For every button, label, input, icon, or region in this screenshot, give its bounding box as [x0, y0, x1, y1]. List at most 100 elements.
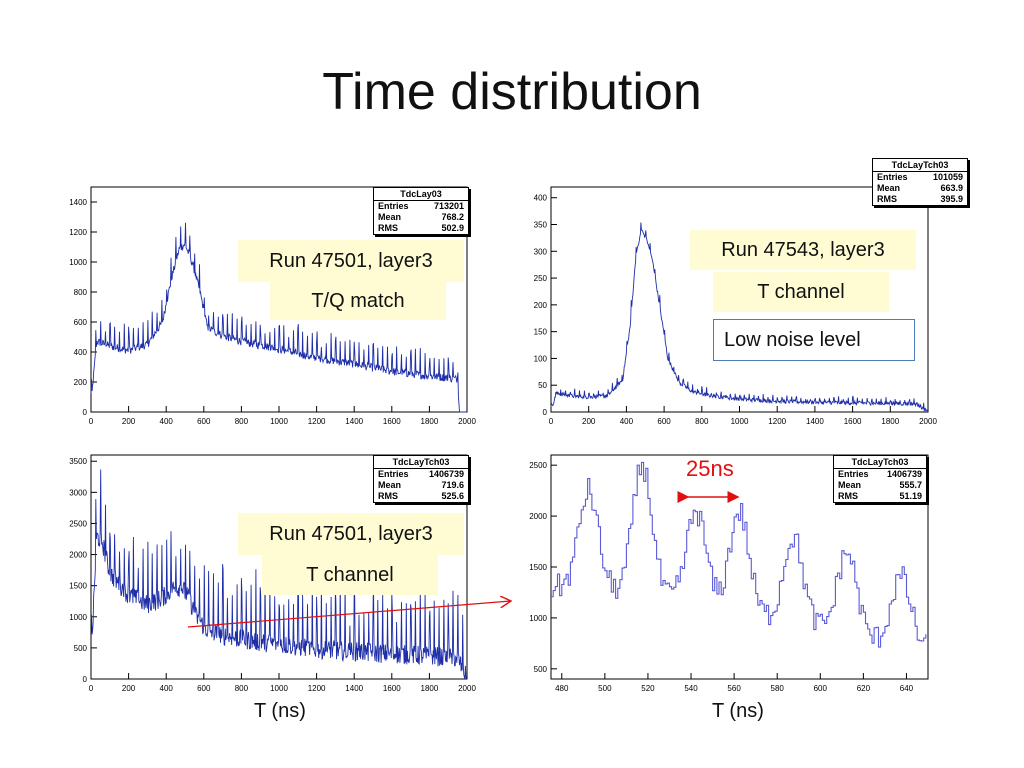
- stats-rms-label: RMS: [877, 194, 897, 204]
- y-tick-label: 400: [534, 194, 548, 203]
- note-t-channel-top: T channel: [713, 272, 889, 312]
- stats-rms-value: 51.19: [899, 491, 922, 501]
- x-tick-label: 200: [122, 684, 136, 693]
- x-tick-label: 400: [160, 684, 174, 693]
- stats-title: TdcLayTch03: [873, 159, 967, 172]
- y-tick-label: 300: [534, 247, 548, 256]
- y-tick-label: 350: [534, 221, 548, 230]
- x-tick-label: 1000: [731, 417, 749, 426]
- note-low-noise: Low noise level: [713, 319, 915, 361]
- stats-entries-label: Entries: [877, 172, 908, 182]
- stats-rms-label: RMS: [838, 491, 858, 501]
- zoom-arrow: [187, 601, 511, 628]
- x-tick-label: 0: [89, 684, 94, 693]
- y-tick-label: 1000: [529, 614, 547, 623]
- stats-entries-row: Entries 713201: [374, 201, 468, 212]
- data-series-trace: [550, 222, 928, 412]
- x-tick-label: 520: [641, 684, 655, 693]
- x-tick-label: 0: [89, 417, 94, 426]
- note-t-channel-bottom: T channel: [262, 555, 438, 595]
- data-series-step-trace: [551, 461, 927, 648]
- y-tick-label: 200: [74, 378, 88, 387]
- x-tick-label: 2000: [458, 417, 476, 426]
- y-tick-label: 2000: [529, 512, 547, 521]
- x-tick-label: 800: [235, 684, 249, 693]
- y-tick-label: 1500: [69, 582, 87, 591]
- x-tick-label: 200: [582, 417, 596, 426]
- x-axis-caption-right: T (ns): [712, 700, 764, 722]
- stats-mean-label: Mean: [378, 212, 402, 222]
- x-tick-label: 400: [160, 417, 174, 426]
- stats-rms-value: 502.9: [441, 223, 464, 233]
- x-tick-label: 600: [657, 417, 671, 426]
- stats-box-top-right: TdcLayTch03 Entries 101059 Mean 663.9 RMS 3…: [872, 158, 968, 206]
- y-tick-label: 2500: [69, 519, 87, 528]
- stats-rms-row: RMS 525.6: [374, 491, 468, 502]
- y-tick-label: 500: [74, 644, 88, 653]
- stats-title: TdcLayTch03: [834, 456, 926, 469]
- x-tick-label: 600: [814, 684, 828, 693]
- stats-entries-row: Entries 1406739: [374, 469, 468, 480]
- y-tick-label: 0: [83, 408, 88, 417]
- x-tick-label: 800: [235, 417, 249, 426]
- slide-title: Time distribution: [322, 63, 702, 121]
- x-tick-label: 1200: [308, 684, 326, 693]
- stats-rms-row: RMS 502.9: [374, 223, 468, 234]
- y-tick-label: 3500: [69, 457, 87, 466]
- y-tick-label: 2500: [529, 461, 547, 470]
- note-run-47543: Run 47543, layer3: [690, 230, 916, 270]
- y-tick-label: 400: [74, 348, 88, 357]
- x-tick-label: 800: [695, 417, 709, 426]
- y-tick-label: 100: [534, 354, 548, 363]
- stats-rms-value: 395.9: [940, 194, 963, 204]
- x-tick-label: 1800: [421, 417, 439, 426]
- x-tick-label: 1800: [421, 684, 439, 693]
- stats-entries-row: Entries 1406739: [834, 469, 926, 480]
- stats-rms-value: 525.6: [441, 491, 464, 501]
- x-tick-label: 2000: [919, 417, 937, 426]
- x-tick-label: 1200: [768, 417, 786, 426]
- x-tick-label: 580: [771, 684, 785, 693]
- stats-rms-row: RMS 395.9: [873, 194, 967, 205]
- stats-entries-value: 101059: [932, 172, 963, 182]
- stats-entries-value: 1406739: [428, 469, 464, 479]
- x-tick-label: 200: [122, 417, 136, 426]
- stats-box-bottom-left: TdcLayTch03 Entries 1406739 Mean 719.6 RMS…: [373, 455, 469, 503]
- x-tick-label: 400: [620, 417, 634, 426]
- stats-entries-value: 713201: [433, 201, 464, 211]
- stats-mean-value: 719.6: [441, 480, 464, 490]
- stats-entries-label: Entries: [838, 469, 869, 479]
- y-tick-label: 1200: [69, 228, 87, 237]
- x-tick-label: 1600: [844, 417, 862, 426]
- stats-entries-label: Entries: [378, 201, 409, 211]
- stats-rms-label: RMS: [378, 491, 398, 501]
- x-tick-label: 0: [549, 417, 554, 426]
- y-tick-label: 1500: [529, 563, 547, 572]
- stats-box-bottom-right: TdcLayTch03 Entries 1406739 Mean 555.7 RMS…: [833, 455, 927, 503]
- y-tick-label: 0: [543, 408, 548, 417]
- y-tick-label: 500: [534, 665, 548, 674]
- y-tick-label: 150: [534, 328, 548, 337]
- x-axis-caption-left: T (ns): [254, 700, 306, 722]
- y-tick-label: 200: [534, 301, 548, 310]
- data-series-trace: [90, 469, 467, 680]
- note-tq-match: T/Q match: [270, 282, 446, 320]
- x-tick-label: 1000: [270, 417, 288, 426]
- x-tick-label: 500: [598, 684, 612, 693]
- stats-rms-label: RMS: [378, 223, 398, 233]
- x-tick-label: 1200: [308, 417, 326, 426]
- x-tick-label: 1400: [806, 417, 824, 426]
- y-tick-label: 2000: [69, 551, 87, 560]
- stats-mean-value: 768.2: [441, 212, 464, 222]
- y-tick-label: 50: [538, 381, 547, 390]
- x-tick-label: 560: [727, 684, 741, 693]
- stats-mean-row: Mean 719.6: [374, 480, 468, 491]
- stats-rms-row: RMS 51.19: [834, 491, 926, 502]
- stats-entries-row: Entries 101059: [873, 172, 967, 183]
- y-tick-label: 250: [534, 274, 548, 283]
